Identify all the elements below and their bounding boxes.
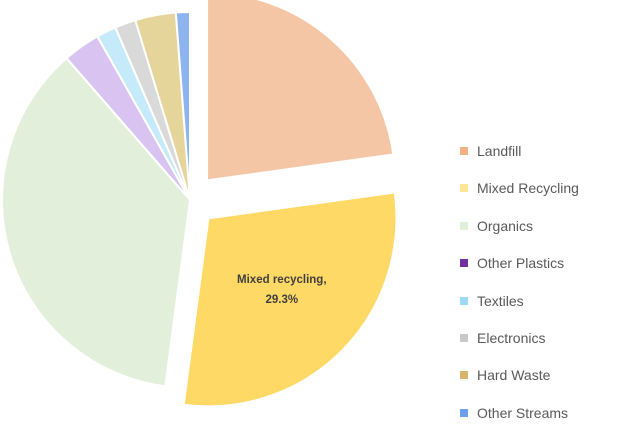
legend-label: Landfill bbox=[477, 143, 522, 159]
legend-item-mixed-recycling: Mixed Recycling bbox=[460, 177, 579, 199]
pie-chart-plot: Mixed recycling, 29.3% bbox=[1, 0, 398, 408]
legend-item-textiles: Textiles bbox=[460, 290, 579, 312]
pie-slice-mixed-recycling bbox=[182, 191, 398, 408]
legend-swatch bbox=[460, 333, 468, 342]
chart-legend: Landfill Mixed Recycling Organics Other Pla… bbox=[460, 140, 579, 439]
legend-label: Mixed Recycling bbox=[477, 180, 579, 197]
pie-chart: Mixed recycling, 29.3% Landfill Mixed Recy… bbox=[1, 0, 579, 421]
legend-label: Other Plastics bbox=[477, 255, 565, 272]
legend-item-other-streams: Other Streams bbox=[460, 402, 579, 424]
legend-item-hard-waste: Hard Waste bbox=[460, 364, 579, 386]
legend-item-electronics: Electronics bbox=[460, 327, 579, 349]
legend-swatch bbox=[460, 221, 468, 230]
legend-item-other-plastics: Other Plastics bbox=[460, 252, 579, 274]
pie-slice-other-streams bbox=[174, 10, 191, 201]
legend-swatch bbox=[460, 147, 468, 155]
legend-label: Organics bbox=[477, 217, 534, 234]
pie-slice-landfill bbox=[206, 0, 395, 182]
legend-swatch bbox=[460, 259, 468, 268]
data-label-mixed-recycling: Mixed recycling, 29.3% bbox=[237, 274, 326, 306]
legend-label: Other Streams bbox=[477, 404, 569, 421]
legend-swatch bbox=[460, 371, 468, 380]
legend-swatch bbox=[460, 184, 468, 193]
legend-item-landfill: Landfill bbox=[460, 140, 579, 162]
legend-item-organics: Organics bbox=[460, 215, 579, 237]
legend-swatch bbox=[460, 408, 468, 417]
legend-label: Electronics bbox=[477, 329, 546, 346]
legend-label: Hard Waste bbox=[477, 367, 551, 384]
legend-swatch bbox=[460, 296, 468, 305]
legend-label: Textiles bbox=[477, 292, 524, 309]
pie-slice-organics bbox=[1, 56, 192, 388]
